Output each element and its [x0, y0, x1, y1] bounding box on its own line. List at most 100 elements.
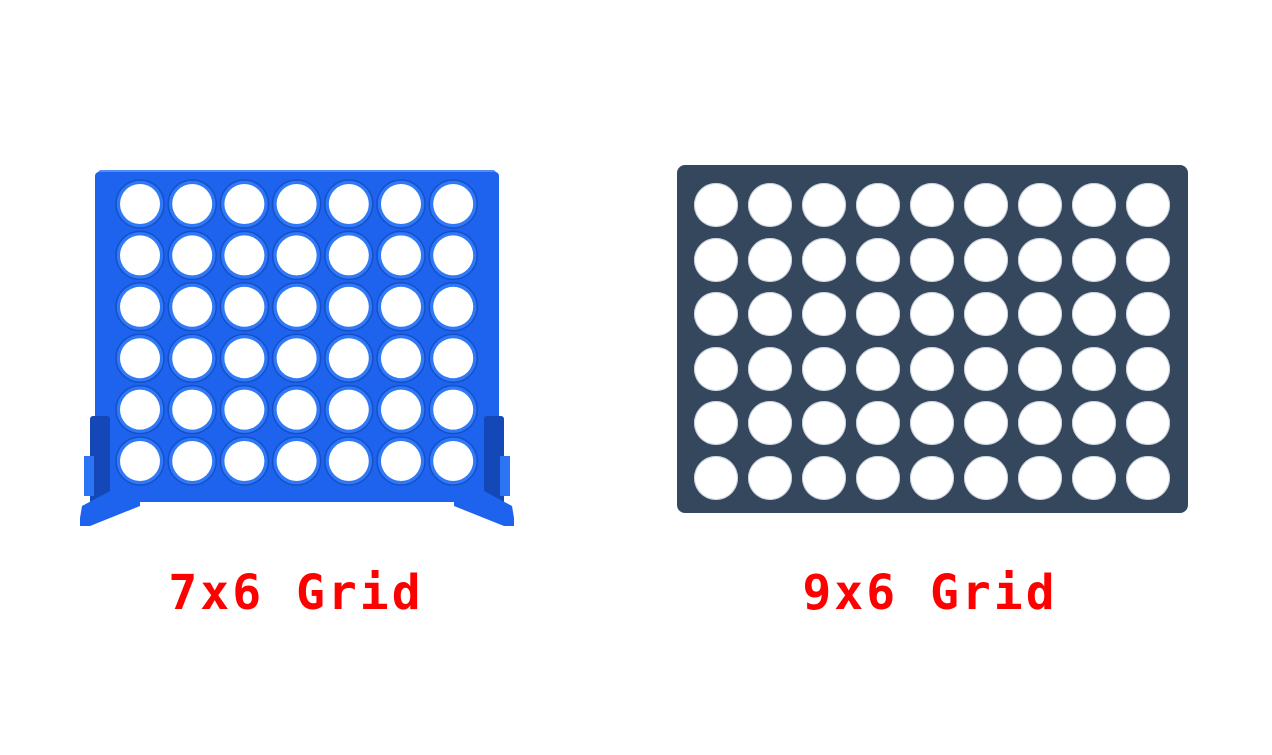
board-9x6-hole [1018, 455, 1062, 500]
board-7x6-hole [433, 286, 474, 327]
board-9x6-hole [1126, 401, 1170, 446]
board-9x6-hole [964, 237, 1008, 282]
board-9x6-hole [856, 346, 900, 391]
board-9x6-hole [910, 346, 954, 391]
board-7x6-hole [328, 441, 369, 481]
board-9x6-holes [694, 183, 1170, 500]
board-7x6-hole [381, 441, 421, 481]
board-9x6-hole [856, 401, 900, 446]
board-9x6-hole [1018, 237, 1062, 282]
board-9x6-hole [910, 292, 954, 337]
board-7x6-hole [224, 389, 265, 430]
board-9x6-hole [1018, 346, 1062, 391]
board-7x6-hole [120, 286, 160, 327]
board-9x6-hole [748, 183, 792, 227]
board-7x6-hole [120, 338, 160, 379]
board-9x6-hole [856, 183, 900, 227]
board-7x6-hole [172, 286, 213, 327]
board-9x6-hole [802, 183, 846, 227]
board-9x6-hole [964, 455, 1008, 500]
board-7x6-right-bracket [500, 456, 510, 496]
board-7x6-hole [276, 338, 317, 379]
board-9x6-hole [856, 237, 900, 282]
board-9x6-hole [1072, 237, 1116, 282]
board-7x6-hole [276, 286, 317, 327]
board-7x6-hole [120, 235, 160, 276]
board-9x6-hole [1072, 292, 1116, 337]
board-7x6-right-post [484, 416, 504, 516]
board-9x6-hole [1018, 183, 1062, 227]
board-9x6-hole [1072, 183, 1116, 227]
board-9x6-hole [802, 346, 846, 391]
board-7x6-hole [224, 184, 265, 224]
board-9x6-hole [694, 346, 738, 391]
board-9x6-hole [1018, 401, 1062, 446]
board-7x6-hole [276, 184, 317, 224]
board-7x6-hole [224, 235, 265, 276]
board-7x6-hole [381, 389, 421, 430]
board-7x6-hole [172, 184, 213, 224]
board-7x6-hole [120, 441, 160, 481]
board-9x6-hole [910, 401, 954, 446]
board-9x6-hole [1126, 237, 1170, 282]
board-7x6-hole [172, 235, 213, 276]
label-7x6-grid: 7x6 Grid [168, 565, 424, 621]
board-9x6-hole [694, 401, 738, 446]
board-7x6-right-foot [454, 491, 514, 526]
board-7x6-hole [328, 184, 369, 224]
board-9x6-hole [964, 292, 1008, 337]
board-7x6-hole [276, 235, 317, 276]
board-7x6-hole [120, 389, 160, 430]
board-7x6 [80, 166, 514, 528]
board-9x6-hole [1126, 346, 1170, 391]
board-9x6-hole [856, 292, 900, 337]
board-7x6-hole [224, 441, 265, 481]
board-7x6-hole [328, 338, 369, 379]
board-9x6-hole [748, 292, 792, 337]
board-9x6-hole [910, 455, 954, 500]
board-7x6-hole [328, 389, 369, 430]
board-9x6-hole [802, 455, 846, 500]
board-9x6-hole [964, 183, 1008, 227]
board-9x6-hole [802, 292, 846, 337]
board-7x6-hole [433, 389, 474, 430]
board-9x6-hole [694, 183, 738, 227]
board-9x6-hole [1126, 455, 1170, 500]
board-7x6-hole [276, 389, 317, 430]
board-7x6-hole [433, 235, 474, 276]
board-9x6-hole [748, 455, 792, 500]
board-7x6-hole [433, 441, 474, 481]
board-7x6-hole [381, 286, 421, 327]
board-7x6-left-foot [80, 491, 140, 526]
board-9x6-hole [1126, 292, 1170, 337]
board-9x6 [677, 165, 1188, 513]
board-7x6-graphic [80, 170, 514, 526]
board-7x6-left-bracket [84, 456, 94, 496]
board-9x6-hole [910, 183, 954, 227]
board-7x6-hole [172, 338, 213, 379]
board-7x6-hole [276, 441, 317, 481]
board-7x6-hole [172, 441, 213, 481]
board-9x6-hole [964, 346, 1008, 391]
board-9x6-hole [910, 237, 954, 282]
board-7x6-hole [433, 184, 474, 224]
board-7x6-hole [120, 184, 160, 224]
board-7x6-hole [328, 235, 369, 276]
board-9x6-hole [748, 401, 792, 446]
board-9x6-hole [802, 401, 846, 446]
board-9x6-hole [802, 237, 846, 282]
board-7x6-hole [381, 235, 421, 276]
board-9x6-hole [856, 455, 900, 500]
board-7x6-hole [328, 286, 369, 327]
board-7x6-hole [172, 389, 213, 430]
board-9x6-hole [694, 455, 738, 500]
board-9x6-hole [748, 237, 792, 282]
board-9x6-hole [1072, 401, 1116, 446]
label-9x6-grid: 9x6 Grid [802, 565, 1058, 621]
board-7x6-hole [224, 286, 265, 327]
board-9x6-hole [694, 292, 738, 337]
board-9x6-hole [1126, 183, 1170, 227]
board-9x6-hole [694, 237, 738, 282]
board-7x6-left-post [90, 416, 110, 516]
board-9x6-hole [1072, 455, 1116, 500]
